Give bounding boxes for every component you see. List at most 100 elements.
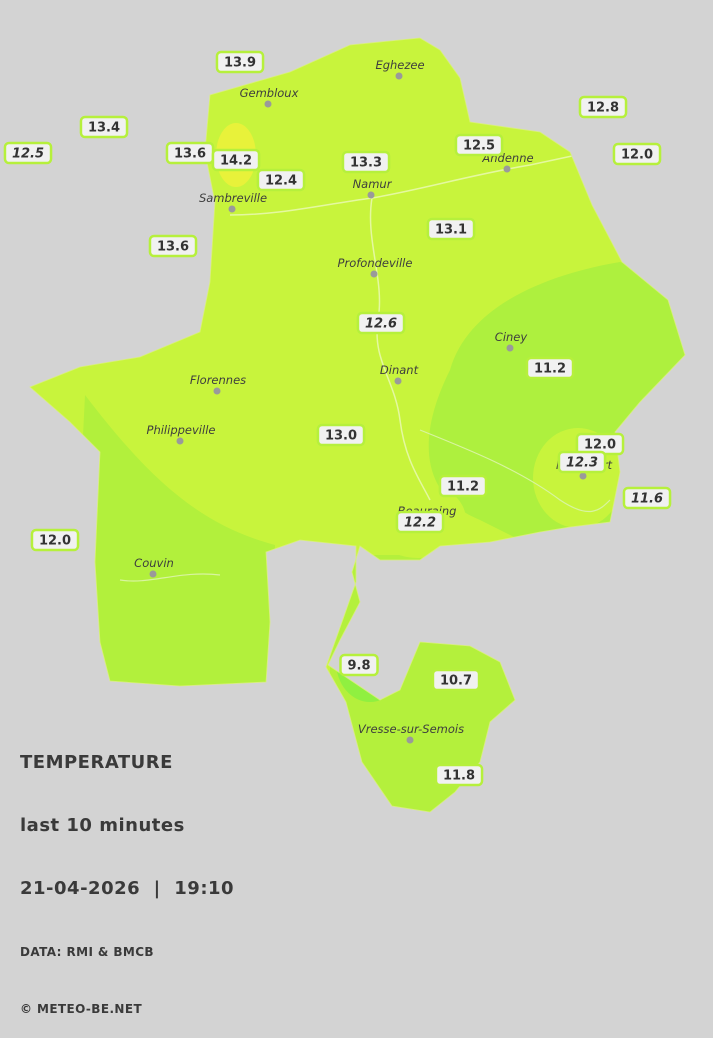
legend: TEMPERATURE last 10 minutes 21-04-2026 |… [20, 712, 234, 1038]
station: 14.2 [211, 148, 261, 172]
station: 13.6 [165, 141, 215, 165]
station-box [256, 168, 306, 192]
station-box [356, 311, 406, 335]
station: 11.2 [525, 356, 575, 380]
legend-datetime: 21-04-2026 | 19:10 [20, 878, 235, 899]
station-value: 12.3 [566, 456, 598, 471]
station-box [316, 423, 366, 447]
station: 11.6 [622, 486, 672, 510]
station: 11.2 [438, 474, 488, 498]
city-dot [367, 191, 375, 199]
station: 12.0 [612, 142, 662, 166]
city-dot [579, 472, 587, 480]
station-value: 13.0 [325, 429, 357, 444]
station-value: 12.2 [404, 516, 436, 531]
city-dot [264, 100, 272, 108]
city-label: Couvin [134, 556, 174, 570]
zone-mild [70, 395, 275, 700]
river [419, 429, 611, 513]
station-box [211, 148, 261, 172]
station-value: 12.4 [265, 174, 297, 189]
station-box [426, 217, 476, 241]
legend-source: DATA: RMI & BMCB [20, 945, 154, 959]
station-value: 11.6 [631, 492, 663, 507]
city-dot [228, 205, 236, 213]
station-box [454, 133, 504, 157]
station: 10.7 [431, 668, 481, 692]
city-label: Gembloux [240, 86, 299, 100]
station: 11.8 [434, 763, 484, 787]
station-box [612, 142, 662, 166]
station: 12.8 [578, 95, 628, 119]
station: 12.4 [256, 168, 306, 192]
city-dot [395, 72, 403, 80]
cities: EghezeeGemblouxAndenneNamurSambrevillePr… [134, 58, 613, 744]
station-value: 11.8 [443, 769, 475, 784]
city-label: Sambreville [199, 191, 267, 205]
station-value: 11.2 [534, 362, 566, 377]
station-value: 13.3 [350, 156, 382, 171]
stations: 13.9 13.4 12.5 13.6 14.2 12.4 13.3 12.5 12.8 12.0… [3, 50, 672, 787]
station-box [578, 95, 628, 119]
city-dot [394, 377, 402, 385]
station-value: 14.2 [220, 154, 252, 169]
city-dot [506, 344, 514, 352]
station: 12.3 [557, 450, 607, 474]
legend-title: TEMPERATURE [20, 752, 173, 773]
station-value: 13.9 [224, 56, 256, 71]
city-label: Vresse-sur-Semois [358, 722, 464, 736]
city-label: Namur [353, 177, 393, 191]
station-box [30, 528, 80, 552]
city-dot [149, 570, 157, 578]
station: 12.2 [395, 510, 445, 534]
page: {"cities": [ {"name": "Eghezee"}, {"name… [3, 37, 686, 1016]
city-label: Eghezee [375, 58, 424, 72]
station-value: 13.6 [174, 147, 206, 162]
city-dot [370, 270, 378, 278]
city-label: Philippeville [147, 423, 216, 437]
station: 12.5 [3, 141, 53, 165]
city-label: Florennes [190, 373, 246, 387]
station: 13.6 [148, 234, 198, 258]
station-box [339, 653, 379, 677]
station-box [622, 486, 672, 510]
city-dot [213, 387, 221, 395]
legend-copyright: © METEO-BE.NET [20, 1002, 143, 1016]
station-value: 12.0 [39, 534, 71, 549]
station-box [215, 50, 265, 74]
station: 12.5 [454, 133, 504, 157]
city-dot [503, 165, 511, 173]
station-box [79, 115, 129, 139]
station-box [525, 356, 575, 380]
station: 12.0 [30, 528, 80, 552]
station-value: 10.7 [440, 674, 472, 689]
station: 12.6 [356, 311, 406, 335]
city-label: Profondeville [338, 256, 413, 270]
station-value: 12.5 [12, 147, 44, 162]
station: 13.0 [316, 423, 366, 447]
station-box [341, 150, 391, 174]
river [369, 197, 431, 501]
legend-subtitle: last 10 minutes [20, 815, 185, 836]
station-box [148, 234, 198, 258]
station-box [438, 474, 488, 498]
station-value: 13.1 [435, 223, 467, 238]
station-value: 12.0 [621, 148, 653, 163]
city-label: Dinant [380, 363, 419, 377]
river [119, 573, 221, 582]
station-value: 9.8 [347, 659, 370, 674]
station: 9.8 [339, 653, 379, 677]
station-box [395, 510, 445, 534]
station-box [3, 141, 53, 165]
city-label: Ciney [495, 330, 528, 344]
station-value: 12.0 [584, 438, 616, 453]
station-box [431, 668, 481, 692]
station-value: 13.4 [88, 121, 120, 136]
station-value: 11.2 [447, 480, 479, 495]
station-box [557, 450, 607, 474]
city-dot [406, 736, 414, 744]
station: 13.3 [341, 150, 391, 174]
station-value: 13.6 [157, 240, 189, 255]
map: EghezeeGemblouxAndenneNamurSambrevillePr… [3, 37, 686, 813]
city-dot [176, 437, 184, 445]
